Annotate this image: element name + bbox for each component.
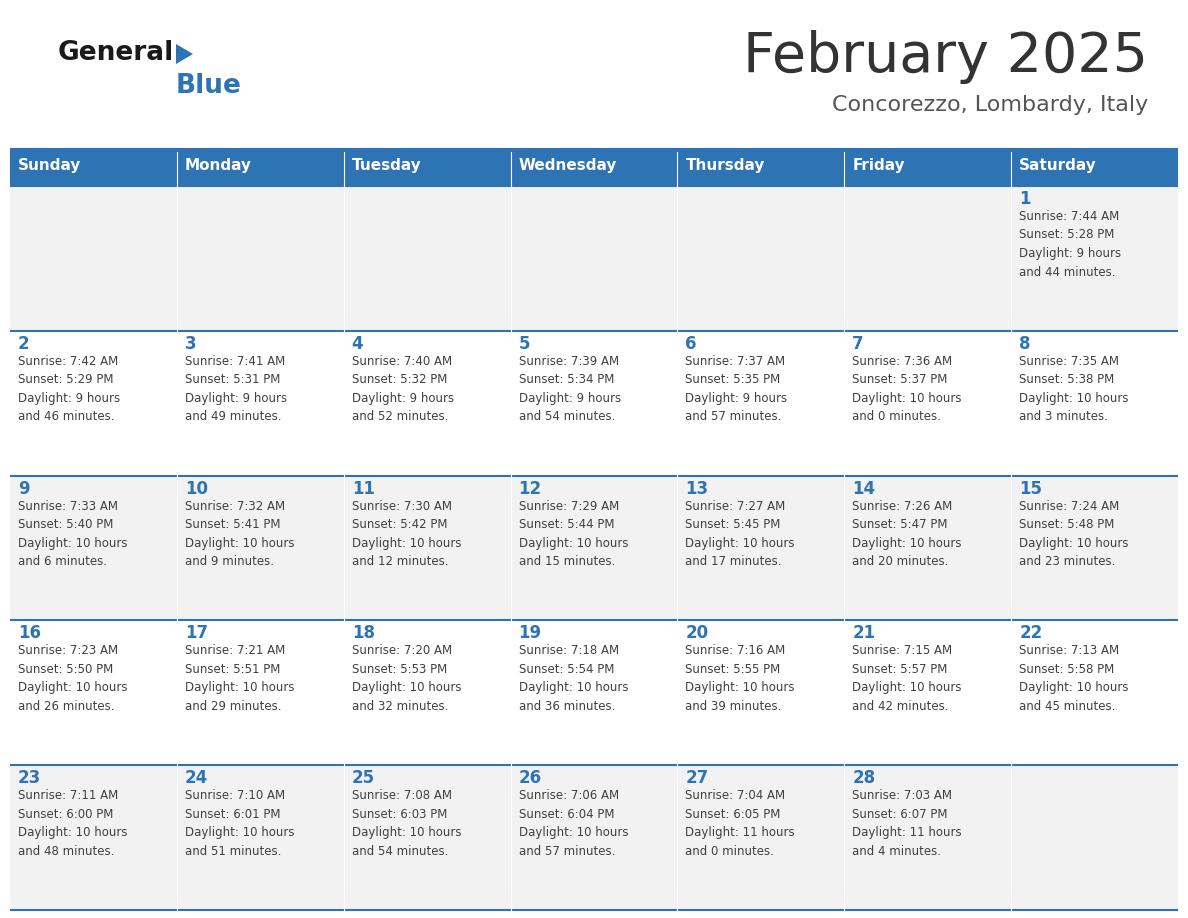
Bar xyxy=(10,476,1178,621)
Bar xyxy=(10,621,1178,766)
Text: 1: 1 xyxy=(1019,190,1031,208)
Text: 15: 15 xyxy=(1019,479,1042,498)
Text: Sunrise: 7:32 AM
Sunset: 5:41 PM
Daylight: 10 hours
and 9 minutes.: Sunrise: 7:32 AM Sunset: 5:41 PM Dayligh… xyxy=(185,499,295,568)
Polygon shape xyxy=(176,44,192,64)
Text: Blue: Blue xyxy=(176,73,242,99)
Text: Friday: Friday xyxy=(852,158,905,173)
Text: Sunrise: 7:16 AM
Sunset: 5:55 PM
Daylight: 10 hours
and 39 minutes.: Sunrise: 7:16 AM Sunset: 5:55 PM Dayligh… xyxy=(685,644,795,713)
Text: 9: 9 xyxy=(18,479,30,498)
Text: 2: 2 xyxy=(18,335,30,353)
Text: February 2025: February 2025 xyxy=(742,30,1148,84)
Text: Sunrise: 7:30 AM
Sunset: 5:42 PM
Daylight: 10 hours
and 12 minutes.: Sunrise: 7:30 AM Sunset: 5:42 PM Dayligh… xyxy=(352,499,461,568)
Text: General: General xyxy=(58,40,175,66)
Text: 4: 4 xyxy=(352,335,364,353)
Text: Sunrise: 7:04 AM
Sunset: 6:05 PM
Daylight: 11 hours
and 0 minutes.: Sunrise: 7:04 AM Sunset: 6:05 PM Dayligh… xyxy=(685,789,795,857)
Text: Sunrise: 7:03 AM
Sunset: 6:07 PM
Daylight: 11 hours
and 4 minutes.: Sunrise: 7:03 AM Sunset: 6:07 PM Dayligh… xyxy=(852,789,962,857)
Text: Sunrise: 7:26 AM
Sunset: 5:47 PM
Daylight: 10 hours
and 20 minutes.: Sunrise: 7:26 AM Sunset: 5:47 PM Dayligh… xyxy=(852,499,962,568)
Text: Saturday: Saturday xyxy=(1019,158,1097,173)
Text: Sunrise: 7:27 AM
Sunset: 5:45 PM
Daylight: 10 hours
and 17 minutes.: Sunrise: 7:27 AM Sunset: 5:45 PM Dayligh… xyxy=(685,499,795,568)
Text: 26: 26 xyxy=(519,769,542,788)
Bar xyxy=(177,152,343,186)
Text: 19: 19 xyxy=(519,624,542,643)
Text: Sunrise: 7:35 AM
Sunset: 5:38 PM
Daylight: 10 hours
and 3 minutes.: Sunrise: 7:35 AM Sunset: 5:38 PM Dayligh… xyxy=(1019,354,1129,423)
Text: 6: 6 xyxy=(685,335,697,353)
Text: Sunrise: 7:08 AM
Sunset: 6:03 PM
Daylight: 10 hours
and 54 minutes.: Sunrise: 7:08 AM Sunset: 6:03 PM Dayligh… xyxy=(352,789,461,857)
Text: Sunrise: 7:23 AM
Sunset: 5:50 PM
Daylight: 10 hours
and 26 minutes.: Sunrise: 7:23 AM Sunset: 5:50 PM Dayligh… xyxy=(18,644,127,713)
Text: Concorezzo, Lombardy, Italy: Concorezzo, Lombardy, Italy xyxy=(832,95,1148,115)
Text: 16: 16 xyxy=(18,624,42,643)
Text: Sunrise: 7:29 AM
Sunset: 5:44 PM
Daylight: 10 hours
and 15 minutes.: Sunrise: 7:29 AM Sunset: 5:44 PM Dayligh… xyxy=(519,499,628,568)
Text: 21: 21 xyxy=(852,624,876,643)
Text: Wednesday: Wednesday xyxy=(519,158,617,173)
Text: 27: 27 xyxy=(685,769,709,788)
Bar xyxy=(845,152,1011,186)
Text: 24: 24 xyxy=(185,769,208,788)
Text: Sunrise: 7:18 AM
Sunset: 5:54 PM
Daylight: 10 hours
and 36 minutes.: Sunrise: 7:18 AM Sunset: 5:54 PM Dayligh… xyxy=(519,644,628,713)
Text: Sunrise: 7:42 AM
Sunset: 5:29 PM
Daylight: 9 hours
and 46 minutes.: Sunrise: 7:42 AM Sunset: 5:29 PM Dayligh… xyxy=(18,354,120,423)
Text: Sunrise: 7:40 AM
Sunset: 5:32 PM
Daylight: 9 hours
and 52 minutes.: Sunrise: 7:40 AM Sunset: 5:32 PM Dayligh… xyxy=(352,354,454,423)
Text: 8: 8 xyxy=(1019,335,1031,353)
Text: Monday: Monday xyxy=(185,158,252,173)
Text: Thursday: Thursday xyxy=(685,158,765,173)
Text: Sunrise: 7:21 AM
Sunset: 5:51 PM
Daylight: 10 hours
and 29 minutes.: Sunrise: 7:21 AM Sunset: 5:51 PM Dayligh… xyxy=(185,644,295,713)
Text: 18: 18 xyxy=(352,624,374,643)
Text: Sunrise: 7:36 AM
Sunset: 5:37 PM
Daylight: 10 hours
and 0 minutes.: Sunrise: 7:36 AM Sunset: 5:37 PM Dayligh… xyxy=(852,354,962,423)
Text: 12: 12 xyxy=(519,479,542,498)
Bar xyxy=(343,152,511,186)
Text: Sunrise: 7:06 AM
Sunset: 6:04 PM
Daylight: 10 hours
and 57 minutes.: Sunrise: 7:06 AM Sunset: 6:04 PM Dayligh… xyxy=(519,789,628,857)
Text: 25: 25 xyxy=(352,769,375,788)
Text: Sunrise: 7:11 AM
Sunset: 6:00 PM
Daylight: 10 hours
and 48 minutes.: Sunrise: 7:11 AM Sunset: 6:00 PM Dayligh… xyxy=(18,789,127,857)
Text: Sunrise: 7:10 AM
Sunset: 6:01 PM
Daylight: 10 hours
and 51 minutes.: Sunrise: 7:10 AM Sunset: 6:01 PM Dayligh… xyxy=(185,789,295,857)
Text: Sunrise: 7:24 AM
Sunset: 5:48 PM
Daylight: 10 hours
and 23 minutes.: Sunrise: 7:24 AM Sunset: 5:48 PM Dayligh… xyxy=(1019,499,1129,568)
Text: 13: 13 xyxy=(685,479,708,498)
Bar xyxy=(1011,152,1178,186)
Text: Sunrise: 7:41 AM
Sunset: 5:31 PM
Daylight: 9 hours
and 49 minutes.: Sunrise: 7:41 AM Sunset: 5:31 PM Dayligh… xyxy=(185,354,287,423)
Text: Sunrise: 7:33 AM
Sunset: 5:40 PM
Daylight: 10 hours
and 6 minutes.: Sunrise: 7:33 AM Sunset: 5:40 PM Dayligh… xyxy=(18,499,127,568)
Text: 10: 10 xyxy=(185,479,208,498)
Text: 22: 22 xyxy=(1019,624,1042,643)
Text: Sunrise: 7:15 AM
Sunset: 5:57 PM
Daylight: 10 hours
and 42 minutes.: Sunrise: 7:15 AM Sunset: 5:57 PM Dayligh… xyxy=(852,644,962,713)
Text: Sunday: Sunday xyxy=(18,158,81,173)
Text: Sunrise: 7:39 AM
Sunset: 5:34 PM
Daylight: 9 hours
and 54 minutes.: Sunrise: 7:39 AM Sunset: 5:34 PM Dayligh… xyxy=(519,354,620,423)
Text: 23: 23 xyxy=(18,769,42,788)
Text: 5: 5 xyxy=(519,335,530,353)
Text: 20: 20 xyxy=(685,624,708,643)
Bar xyxy=(10,152,177,186)
Text: Sunrise: 7:44 AM
Sunset: 5:28 PM
Daylight: 9 hours
and 44 minutes.: Sunrise: 7:44 AM Sunset: 5:28 PM Dayligh… xyxy=(1019,210,1121,278)
Bar xyxy=(10,330,1178,476)
Text: 28: 28 xyxy=(852,769,876,788)
Bar xyxy=(10,766,1178,910)
Text: 17: 17 xyxy=(185,624,208,643)
Text: 11: 11 xyxy=(352,479,374,498)
Bar xyxy=(10,186,1178,330)
Text: Sunrise: 7:13 AM
Sunset: 5:58 PM
Daylight: 10 hours
and 45 minutes.: Sunrise: 7:13 AM Sunset: 5:58 PM Dayligh… xyxy=(1019,644,1129,713)
Bar xyxy=(677,152,845,186)
Text: 3: 3 xyxy=(185,335,196,353)
Text: Tuesday: Tuesday xyxy=(352,158,422,173)
Text: 14: 14 xyxy=(852,479,876,498)
Text: 7: 7 xyxy=(852,335,864,353)
Text: Sunrise: 7:20 AM
Sunset: 5:53 PM
Daylight: 10 hours
and 32 minutes.: Sunrise: 7:20 AM Sunset: 5:53 PM Dayligh… xyxy=(352,644,461,713)
Text: Sunrise: 7:37 AM
Sunset: 5:35 PM
Daylight: 9 hours
and 57 minutes.: Sunrise: 7:37 AM Sunset: 5:35 PM Dayligh… xyxy=(685,354,788,423)
Bar xyxy=(511,152,677,186)
